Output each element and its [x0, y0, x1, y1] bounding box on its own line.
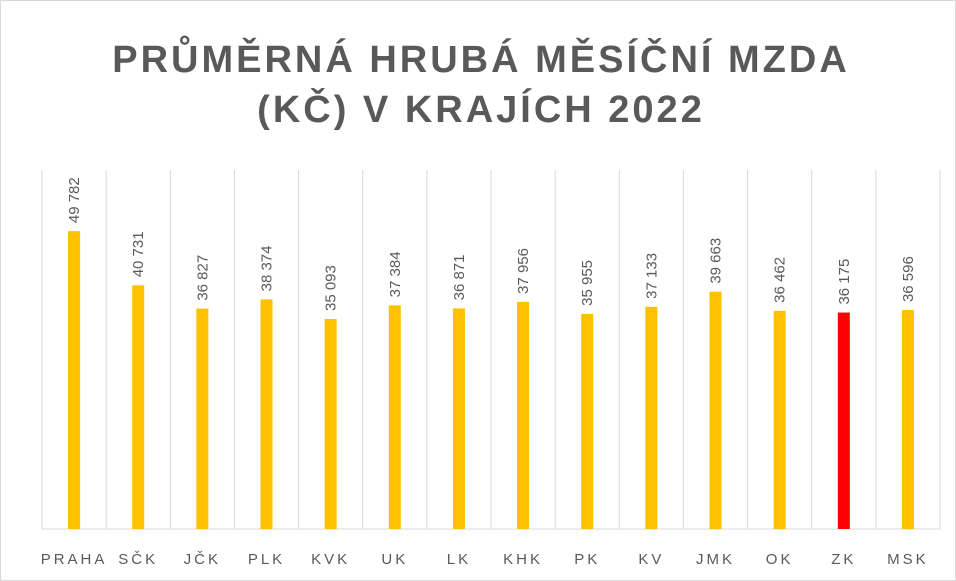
x-tick-label: JMK: [696, 551, 735, 568]
x-tick-label: JČK: [184, 551, 221, 568]
data-label: 40 731: [130, 231, 147, 277]
x-tick-label: KHK: [503, 551, 543, 568]
x-tick-label: SČK: [118, 551, 158, 568]
bar: [324, 319, 337, 529]
bar: [645, 306, 658, 529]
x-tick-label: PLK: [248, 551, 285, 568]
bar: [581, 313, 594, 529]
bar: [388, 305, 401, 529]
bar: [68, 231, 81, 529]
data-label: 35 955: [579, 260, 596, 306]
data-label: 36 462: [772, 257, 789, 303]
x-tick-label: LK: [447, 551, 471, 568]
x-tick-label: PRAHA: [41, 551, 108, 568]
x-tick-label: KV: [638, 551, 664, 568]
data-label: 36 596: [900, 256, 917, 302]
bar: [773, 310, 786, 529]
data-label: 37 133: [643, 253, 660, 299]
x-tick-label: UK: [381, 551, 408, 568]
x-tick-label: KVK: [311, 551, 350, 568]
bar: [452, 308, 465, 529]
data-label: 38 374: [259, 246, 276, 292]
data-label: 49 782: [66, 177, 83, 223]
bar: [260, 299, 273, 529]
data-label: 36 175: [836, 259, 853, 305]
data-label: 37 384: [387, 251, 404, 297]
x-tick-label: PK: [574, 551, 600, 568]
data-label: 36 827: [194, 255, 211, 301]
bar: [196, 308, 209, 529]
x-tick-label: OK: [766, 551, 794, 568]
chart-title: PRŮMĚRNÁ HRUBÁ MĚSÍČNÍ MZDA (KČ) V KRAJÍ…: [112, 39, 850, 131]
bar: [837, 312, 850, 529]
x-tick-label: ZK: [831, 551, 856, 568]
bar: [132, 285, 145, 529]
data-label: 39 663: [708, 238, 725, 284]
x-tick-label: MSK: [887, 551, 929, 568]
data-label: 36 871: [451, 254, 468, 300]
bar: [709, 291, 722, 529]
bar: [517, 301, 530, 529]
bar: [901, 310, 914, 529]
data-label: 37 956: [515, 248, 532, 294]
data-label: 35 093: [323, 265, 340, 311]
